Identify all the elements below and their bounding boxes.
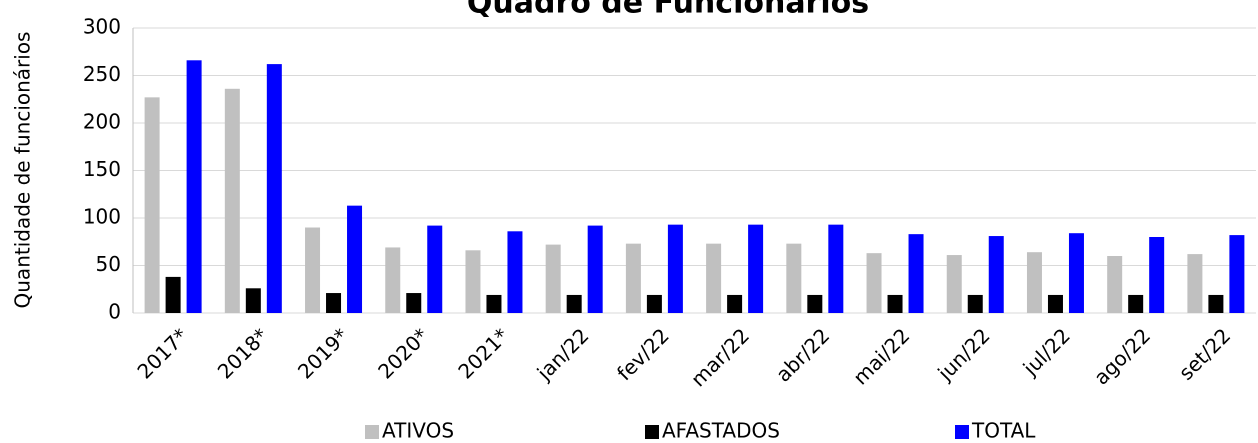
bar — [1026, 252, 1042, 313]
x-tick-label: 2019* — [293, 323, 353, 383]
bar — [828, 224, 844, 313]
bar — [887, 294, 903, 313]
x-tick-label: ago/22 — [1089, 323, 1155, 389]
legend-label: ATIVOS — [382, 419, 454, 443]
bar — [385, 247, 401, 313]
x-tick-label: fev/22 — [612, 323, 674, 385]
legend-swatch — [955, 425, 969, 439]
x-tick-label: mar/22 — [686, 323, 754, 391]
bar — [144, 97, 160, 313]
bar — [1068, 233, 1084, 313]
bar — [165, 276, 181, 313]
bar — [326, 293, 342, 313]
bar — [646, 294, 662, 313]
chart-title: Quadro de Funcionários — [467, 0, 869, 21]
bar — [748, 224, 764, 313]
bar — [1047, 294, 1063, 313]
bar — [807, 294, 823, 313]
x-tick-label: 2021* — [453, 323, 513, 383]
bar — [967, 294, 983, 313]
x-tick-label: set/22 — [1174, 323, 1235, 384]
bar — [545, 244, 561, 313]
y-tick-label: 100 — [83, 205, 121, 229]
bar — [305, 227, 321, 313]
bar — [908, 234, 924, 313]
y-tick-label: 50 — [96, 252, 121, 276]
bar — [625, 243, 641, 313]
x-tick-label: mai/22 — [848, 323, 914, 389]
legend-swatch — [365, 425, 379, 439]
y-tick-label: 150 — [83, 157, 121, 181]
y-tick-label: 300 — [83, 15, 121, 39]
legend-swatch — [645, 425, 659, 439]
bar — [406, 293, 422, 313]
x-tick-label: abr/22 — [771, 323, 834, 386]
y-tick-label: 250 — [83, 62, 121, 86]
x-tick-label: 2020* — [373, 323, 433, 383]
bar — [587, 225, 603, 313]
bar — [347, 205, 363, 313]
bar — [1149, 237, 1165, 313]
bar — [245, 288, 261, 313]
bar — [486, 294, 502, 313]
bar — [1229, 235, 1245, 313]
legend-label: AFASTADOS — [662, 419, 780, 443]
y-axis-label: Quantidade de funcionários — [11, 32, 35, 309]
x-tick-label: jun/22 — [932, 323, 994, 385]
bar — [507, 231, 523, 313]
bar — [786, 243, 802, 313]
x-tick-label: jan/22 — [532, 323, 594, 385]
legend-label: TOTAL — [971, 419, 1036, 443]
bar — [186, 60, 202, 313]
bar — [1128, 294, 1144, 313]
bar — [706, 243, 722, 313]
bar — [224, 88, 240, 313]
bar — [1187, 254, 1203, 313]
bar — [1107, 256, 1123, 313]
bar — [566, 294, 582, 313]
x-tick-label: 2017* — [132, 323, 192, 383]
bar — [465, 250, 481, 313]
bar — [727, 294, 743, 313]
bar — [266, 64, 282, 313]
bar — [667, 224, 683, 313]
bar — [946, 255, 962, 313]
bar — [1208, 294, 1224, 313]
y-tick-label: 0 — [108, 300, 121, 324]
bar — [427, 225, 443, 313]
bar — [988, 236, 1004, 313]
x-tick-label: jul/22 — [1018, 323, 1075, 380]
y-tick-label: 200 — [83, 110, 121, 134]
bar — [866, 253, 882, 313]
x-tick-label: 2018* — [213, 323, 273, 383]
